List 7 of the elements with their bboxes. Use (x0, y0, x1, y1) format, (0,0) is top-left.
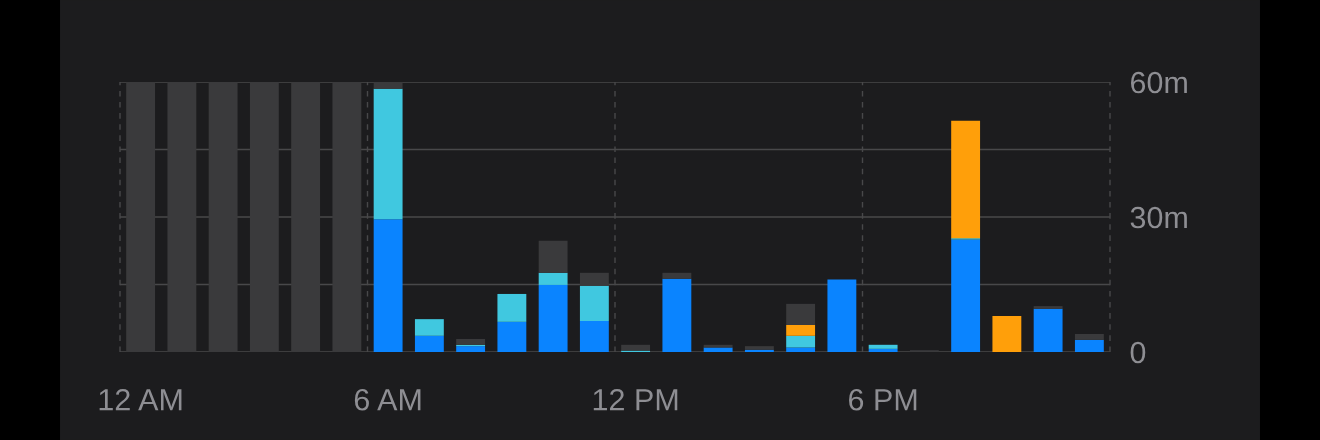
x-tick-label: 6 AM (354, 388, 421, 411)
y-tick-label: 60m (1131, 71, 1187, 94)
x-tick-label: 12 AM (99, 388, 182, 411)
x-tick-label: 12 PM (593, 388, 678, 411)
y-tick-label: 0 (1130, 341, 1146, 364)
x-tick-label: 6 PM (849, 388, 917, 411)
y-tick-label: 30m (1130, 206, 1187, 229)
